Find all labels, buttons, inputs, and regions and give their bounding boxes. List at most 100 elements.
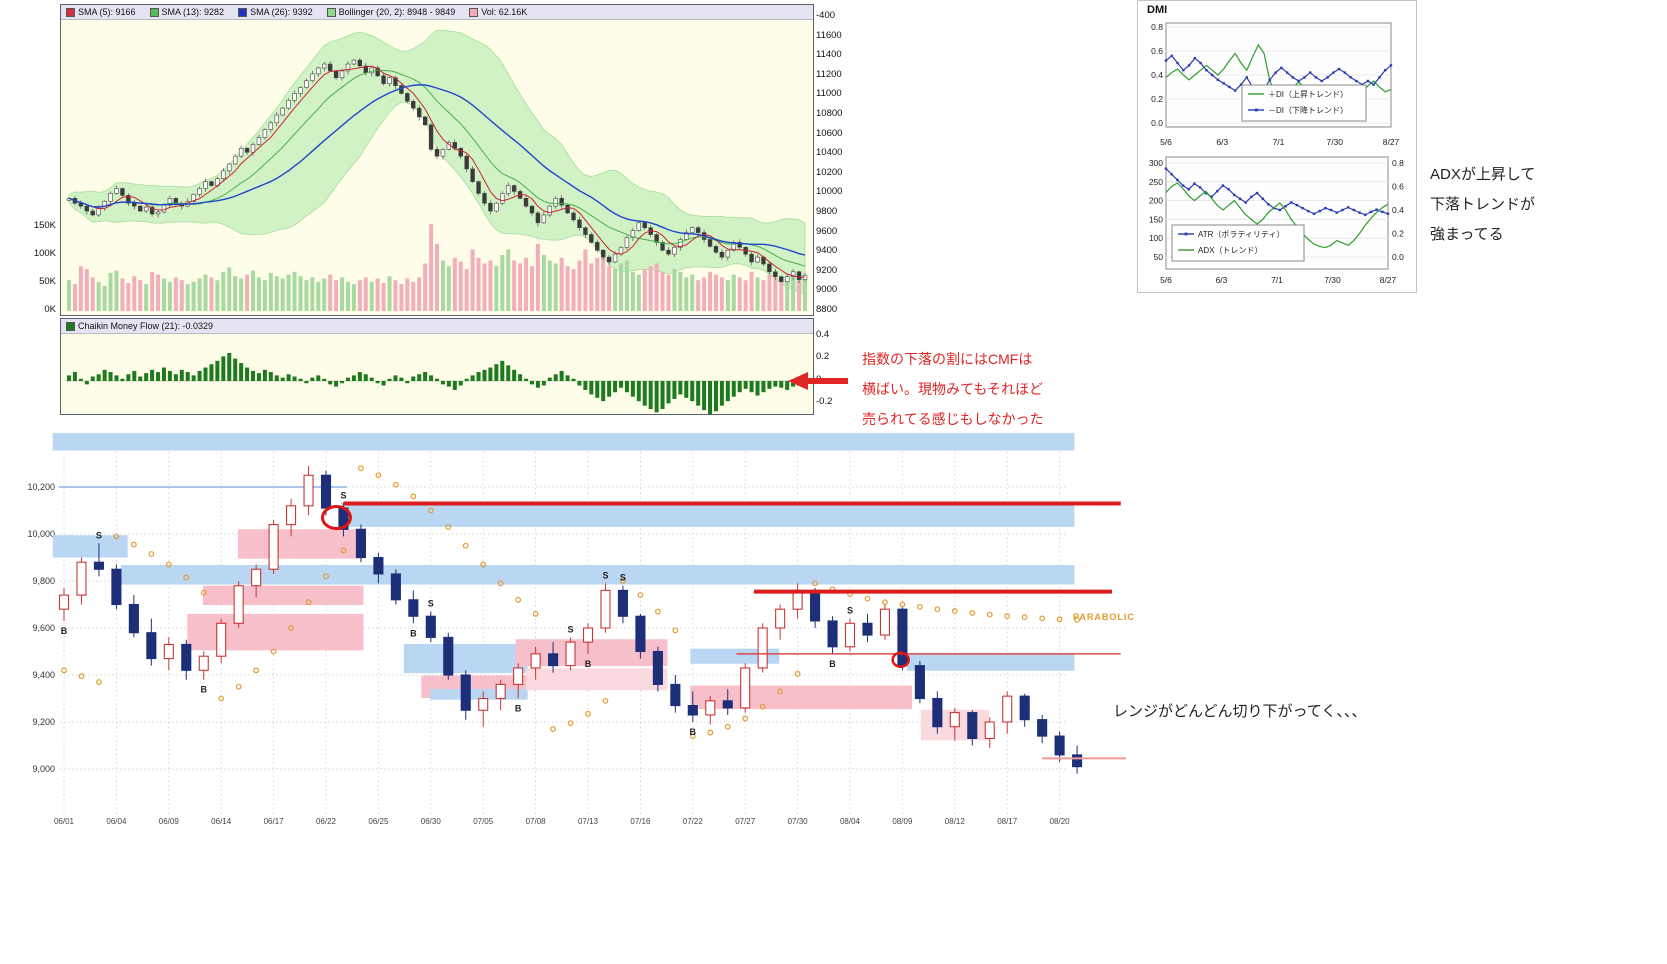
svg-text:PARABOLIC: PARABOLIC <box>1073 612 1135 622</box>
price-axis-labels: -400 11600 11400 11200 11000 10800 10600 10400 1… <box>816 4 860 320</box>
legend-item: SMA (26): 9392 <box>238 7 313 17</box>
legend-swatch <box>469 7 479 17</box>
volume-tick: 0K <box>44 304 56 315</box>
price-tick: 9000 <box>816 284 838 296</box>
svg-text:0.0: 0.0 <box>1392 252 1404 262</box>
volume-tick: 100K <box>33 248 56 259</box>
svg-text:06/25: 06/25 <box>368 817 389 826</box>
svg-text:0.8: 0.8 <box>1392 158 1404 168</box>
svg-text:08/12: 08/12 <box>945 817 966 826</box>
price-tick: 8800 <box>816 304 838 315</box>
svg-text:150: 150 <box>1149 214 1163 224</box>
svg-text:S: S <box>602 570 608 580</box>
svg-text:0.0: 0.0 <box>1151 118 1163 128</box>
cmf-note-line: 売られてる感じもしなかった <box>862 411 1044 427</box>
legend-swatch <box>238 7 248 17</box>
dmi-chart-svg: 0.8 0.6 0.4 0.2 0.0 5/6 6/3 7/1 7/30 8/27 ＋DI（上昇トレ… <box>1151 22 1399 147</box>
adx-note-line: ADXが上昇して <box>1430 166 1536 183</box>
svg-text:5/6: 5/6 <box>1160 137 1172 147</box>
cmf-note: 指数の下落の割にはCMFは 横ばい。現物みてもそれほど 売られてる感じもしなかっ… <box>862 344 1102 434</box>
svg-text:B: B <box>61 626 68 636</box>
svg-text:S: S <box>568 624 574 634</box>
svg-text:9,000: 9,000 <box>32 764 55 774</box>
svg-text:08/09: 08/09 <box>892 817 913 826</box>
svg-text:B: B <box>690 727 697 737</box>
price-tick: 10200 <box>816 166 843 178</box>
main-price-chart-panel: SMA (5): 9166 SMA (13): 9282 SMA (26): 939… <box>60 4 814 316</box>
range-note: レンジがどんどん切り下がってく、、、 <box>1113 703 1367 720</box>
price-tick: 9200 <box>816 264 838 276</box>
price-tick: 11600 <box>816 29 842 41</box>
price-tick: 10600 <box>816 127 843 139</box>
dmi-title: DMI <box>1147 4 1168 16</box>
svg-text:07/05: 07/05 <box>473 817 494 826</box>
svg-text:06/30: 06/30 <box>421 817 442 826</box>
cmf-axis-labels: 0.40.20-0.2 <box>816 318 856 415</box>
svg-text:B: B <box>829 659 836 669</box>
svg-text:07/08: 07/08 <box>526 817 547 826</box>
svg-text:S: S <box>620 573 626 583</box>
cmf-chart-svg <box>65 353 809 414</box>
cmf-panel: Chaikin Money Flow (21): -0.0329 <box>60 318 814 415</box>
svg-text:06/04: 06/04 <box>106 817 127 826</box>
svg-text:0.6: 0.6 <box>1151 46 1163 56</box>
legend-swatch <box>149 7 159 17</box>
svg-text:S: S <box>96 530 102 540</box>
svg-text:6/3: 6/3 <box>1216 275 1228 285</box>
svg-text:B: B <box>410 628 417 638</box>
svg-text:B: B <box>200 685 207 695</box>
svg-text:07/30: 07/30 <box>788 817 809 826</box>
svg-text:S: S <box>428 599 434 609</box>
svg-text:250: 250 <box>1149 177 1163 187</box>
volume-tick: 150K <box>33 220 56 231</box>
svg-text:0.2: 0.2 <box>1151 94 1163 104</box>
volume-axis-labels: 150K 100K 50K 0K <box>16 4 56 316</box>
svg-text:S: S <box>340 490 346 500</box>
cmf-legend-swatch <box>66 321 75 331</box>
svg-text:50: 50 <box>1154 252 1164 262</box>
svg-text:ATR（ボラティリティ）: ATR（ボラティリティ） <box>1198 230 1284 239</box>
svg-text:ADX（トレンド）: ADX（トレンド） <box>1198 246 1262 255</box>
svg-text:0.8: 0.8 <box>1151 22 1163 32</box>
svg-text:0.2: 0.2 <box>1392 229 1404 239</box>
cmf-legend: Chaikin Money Flow (21): -0.0329 <box>61 319 813 334</box>
price-tick: 10400 <box>816 147 843 159</box>
svg-text:9,600: 9,600 <box>32 623 55 633</box>
svg-text:0.4: 0.4 <box>1392 205 1404 215</box>
svg-text:－DI（下降トレンド）: －DI（下降トレンド） <box>1268 105 1348 115</box>
cmf-tick: -0.2 <box>816 396 833 408</box>
svg-text:06/01: 06/01 <box>54 817 75 826</box>
volume-tick: 50K <box>39 276 56 287</box>
legend-swatch <box>326 7 336 17</box>
cmf-note-line: 指数の下落の割にはCMFは <box>862 351 1033 367</box>
svg-text:10,000: 10,000 <box>27 529 55 539</box>
svg-text:08/04: 08/04 <box>840 817 861 826</box>
adx-note-line: 強まってる <box>1430 226 1504 243</box>
legend-item: Vol: 62.16K <box>469 7 527 17</box>
svg-text:06/17: 06/17 <box>264 817 285 826</box>
svg-text:06/09: 06/09 <box>159 817 180 826</box>
svg-text:9,200: 9,200 <box>32 717 55 727</box>
svg-text:08/17: 08/17 <box>997 817 1018 826</box>
price-tick: 9600 <box>816 225 838 237</box>
svg-text:S: S <box>847 606 853 616</box>
price-tick: 9400 <box>816 245 838 257</box>
adx-note-line: 下落トレンドが <box>1430 196 1536 213</box>
svg-text:100: 100 <box>1149 233 1163 243</box>
candlestick-chart-svg <box>66 29 808 311</box>
svg-text:07/16: 07/16 <box>630 817 651 826</box>
range-chart-svg: 10,200 10,000 9,800 9,600 9,400 9,200 9,000 06/… <box>27 432 1135 826</box>
svg-text:6/3: 6/3 <box>1216 137 1228 147</box>
legend-item: SMA (5): 9166 <box>66 7 136 17</box>
svg-text:5/6: 5/6 <box>1160 275 1172 285</box>
cmf-tick: 0.2 <box>816 351 830 363</box>
price-tick: 11400 <box>816 49 842 61</box>
svg-text:07/22: 07/22 <box>683 817 704 826</box>
legend-item: Bollinger (20, 2): 8948 - 9849 <box>326 7 455 17</box>
svg-text:08/20: 08/20 <box>1050 817 1071 826</box>
svg-text:07/27: 07/27 <box>735 817 756 826</box>
svg-text:06/22: 06/22 <box>316 817 337 826</box>
svg-text:9,800: 9,800 <box>32 576 55 586</box>
price-tick: 11000 <box>816 88 842 100</box>
svg-text:7/30: 7/30 <box>1324 275 1341 285</box>
